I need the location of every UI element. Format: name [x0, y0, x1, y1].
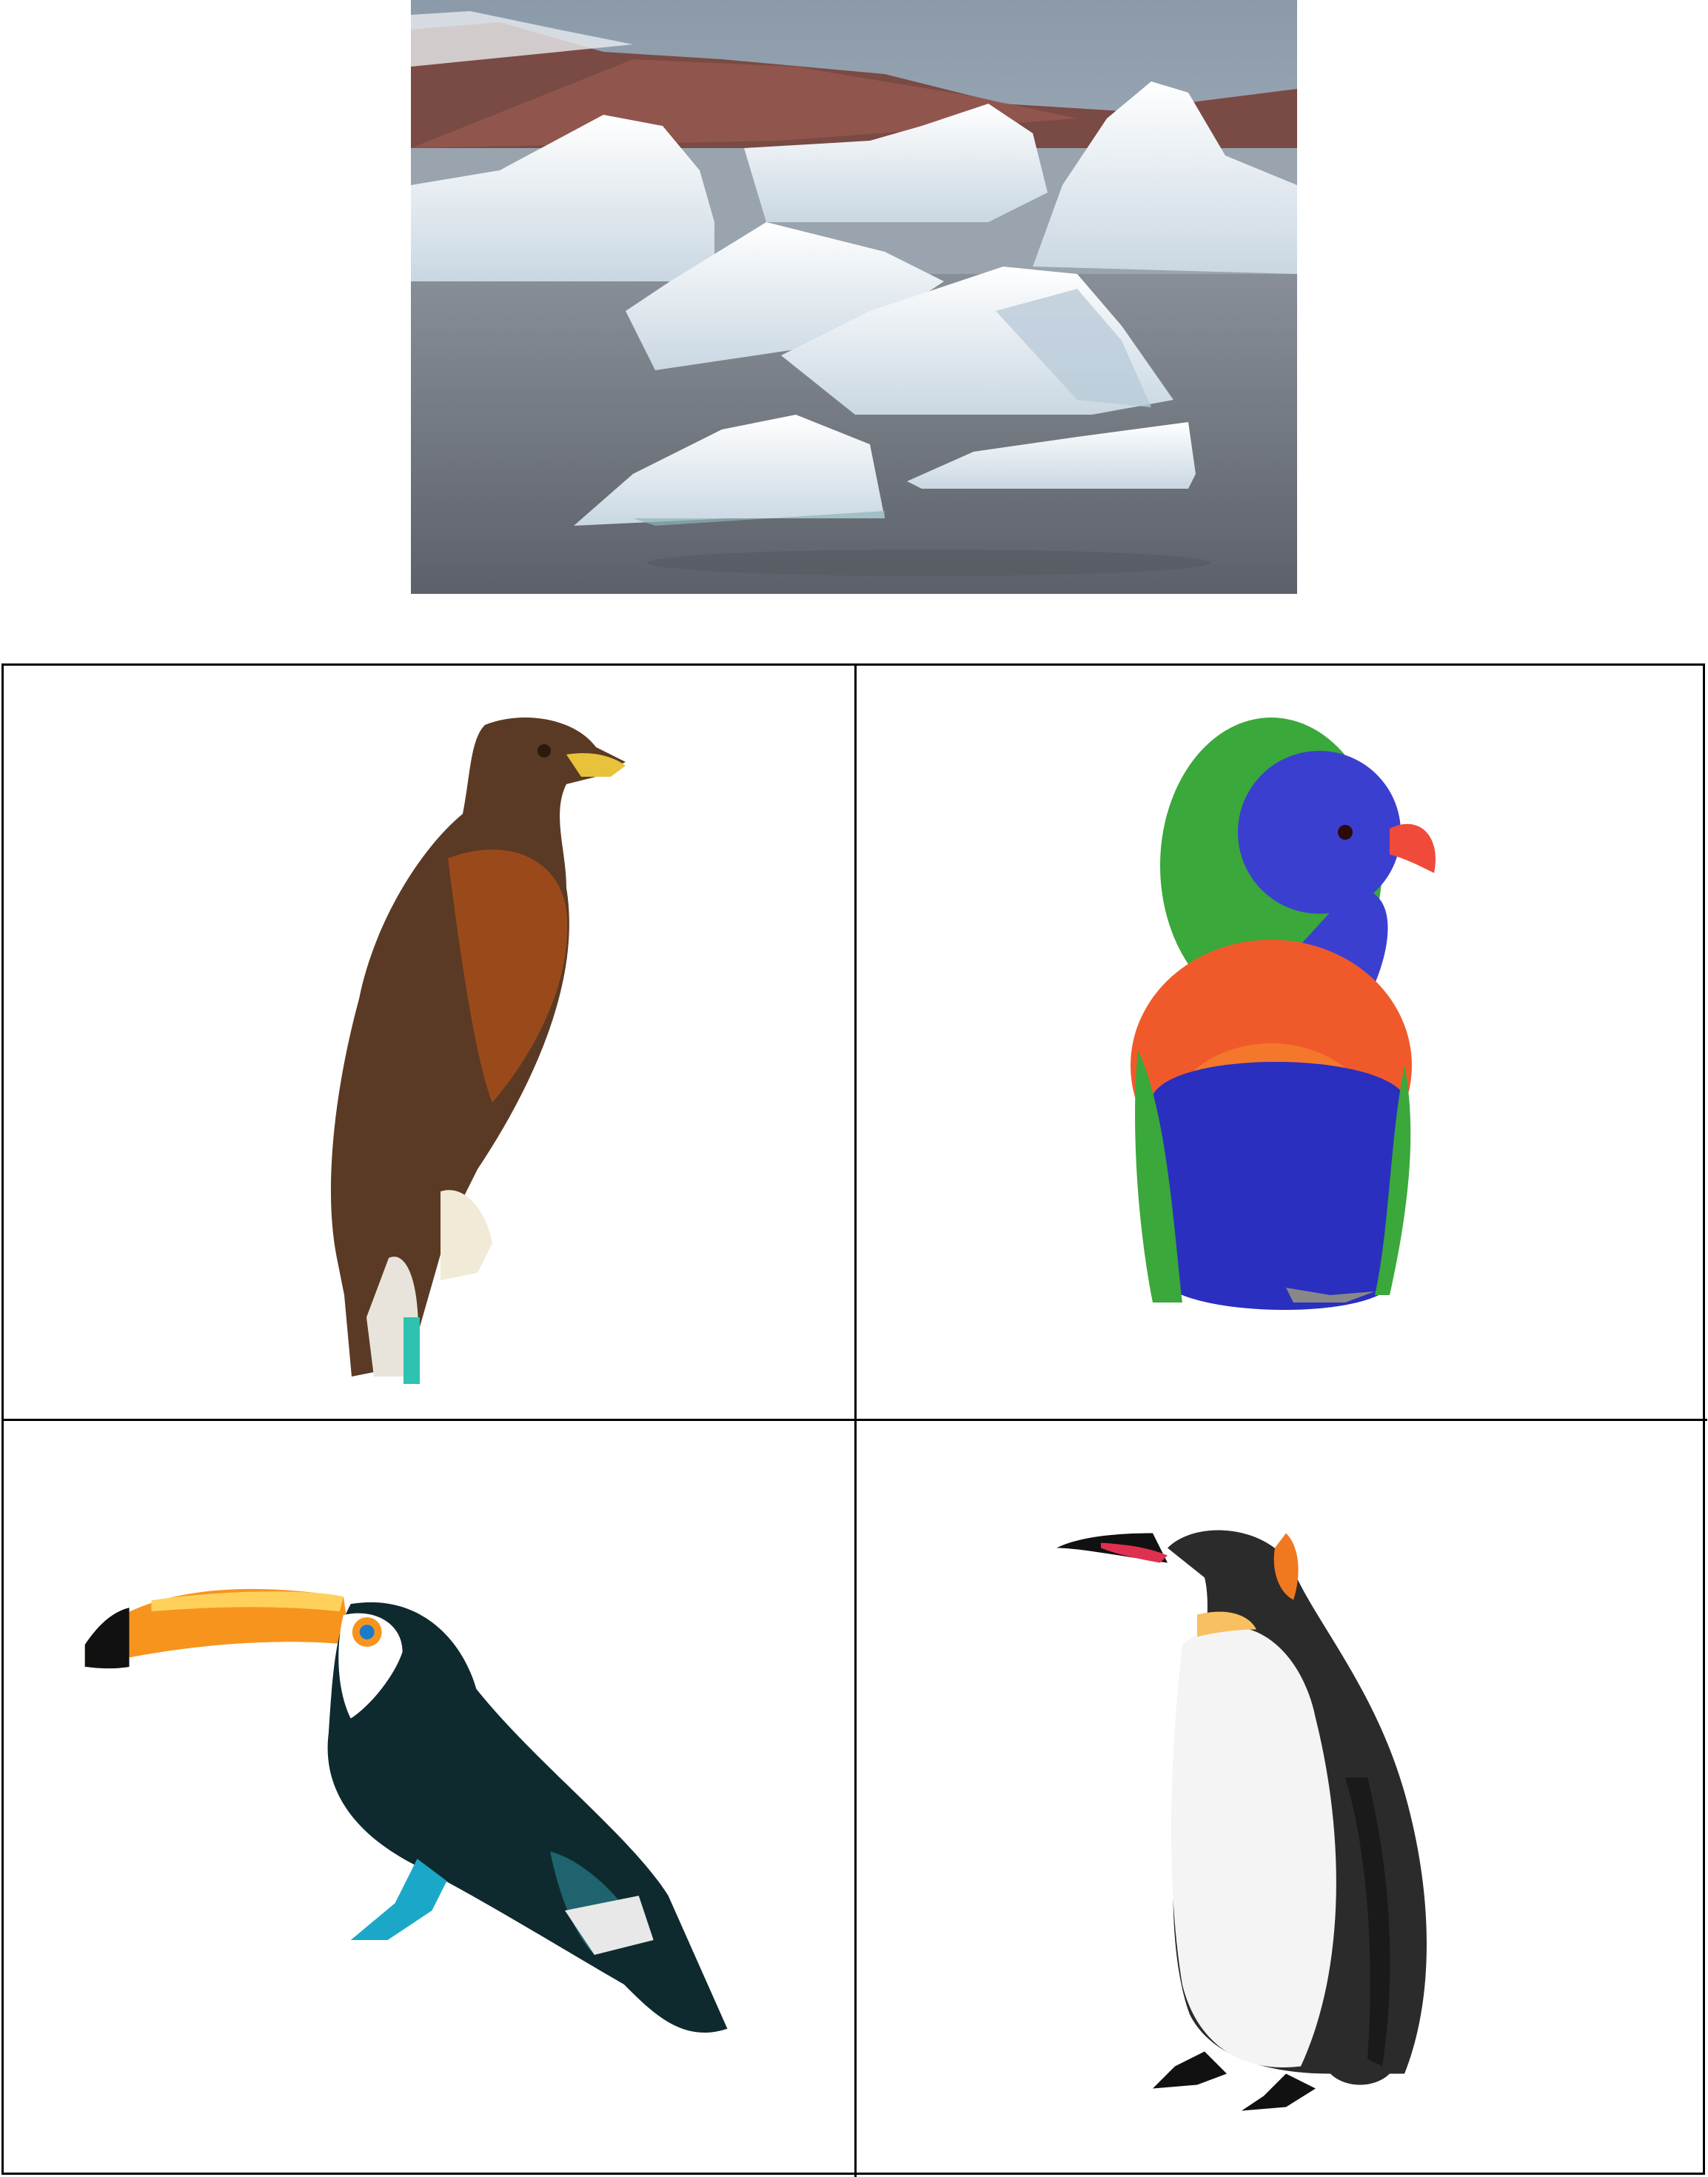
- lorikeet-image: [1131, 718, 1436, 1310]
- options-grid: [1, 663, 1707, 2177]
- option-toucan[interactable]: [4, 1421, 857, 2177]
- option-penguin[interactable]: [857, 1421, 1707, 2177]
- hawk-image: [330, 718, 626, 1384]
- toucan-image: [84, 1588, 728, 2033]
- penguin-image: [1056, 1530, 1427, 2111]
- option-hawk[interactable]: [4, 666, 857, 1421]
- icebergs-photo: [411, 0, 1297, 594]
- option-lorikeet[interactable]: [857, 666, 1707, 1421]
